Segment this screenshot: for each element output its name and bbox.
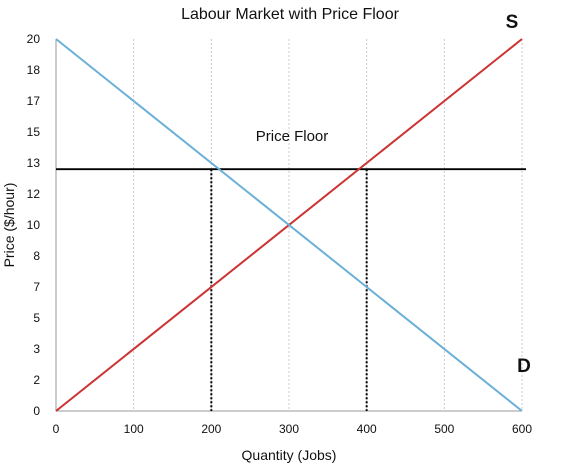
y-tick-label-12: 12 bbox=[27, 187, 41, 201]
y-tick-label-0: 0 bbox=[33, 404, 40, 418]
y-tick-label-17: 17 bbox=[27, 94, 41, 108]
x-tick-label-100: 100 bbox=[124, 422, 144, 436]
y-tick-label-2: 2 bbox=[33, 373, 40, 387]
x-tick-label-300: 300 bbox=[279, 422, 299, 436]
demand-label: D bbox=[517, 356, 531, 377]
y-tick-label-13: 13 bbox=[27, 156, 41, 170]
y-tick-label-15: 15 bbox=[27, 125, 41, 139]
y-tick-label-7: 7 bbox=[33, 280, 40, 294]
x-tick-label-500: 500 bbox=[434, 422, 454, 436]
y-tick-labels: 0 2 3 5 7 8 10 12 13 15 17 18 20 bbox=[27, 32, 41, 418]
x-tick-label-400: 400 bbox=[357, 422, 377, 436]
x-tick-labels: 0 100 200 300 400 500 600 bbox=[53, 422, 533, 436]
y-tick-label-8: 8 bbox=[33, 249, 40, 263]
x-tick-label-200: 200 bbox=[201, 422, 221, 436]
y-tick-label-3: 3 bbox=[33, 342, 40, 356]
y-tick-label-10: 10 bbox=[27, 218, 41, 232]
grid bbox=[134, 39, 522, 411]
x-axis-label: Quantity (Jobs) bbox=[242, 447, 337, 463]
supply-label: S bbox=[506, 12, 519, 33]
y-tick-label-5: 5 bbox=[33, 311, 40, 325]
x-tick-label-0: 0 bbox=[53, 422, 60, 436]
chart-marks bbox=[56, 39, 526, 411]
x-tick-label-600: 600 bbox=[512, 422, 532, 436]
price-floor-label: Price Floor bbox=[256, 128, 329, 145]
chart-title: Labour Market with Price Floor bbox=[181, 6, 400, 23]
y-tick-label-18: 18 bbox=[27, 63, 41, 77]
y-tick-label-20: 20 bbox=[27, 32, 41, 46]
y-axis-label: Price ($/hour) bbox=[1, 183, 17, 268]
